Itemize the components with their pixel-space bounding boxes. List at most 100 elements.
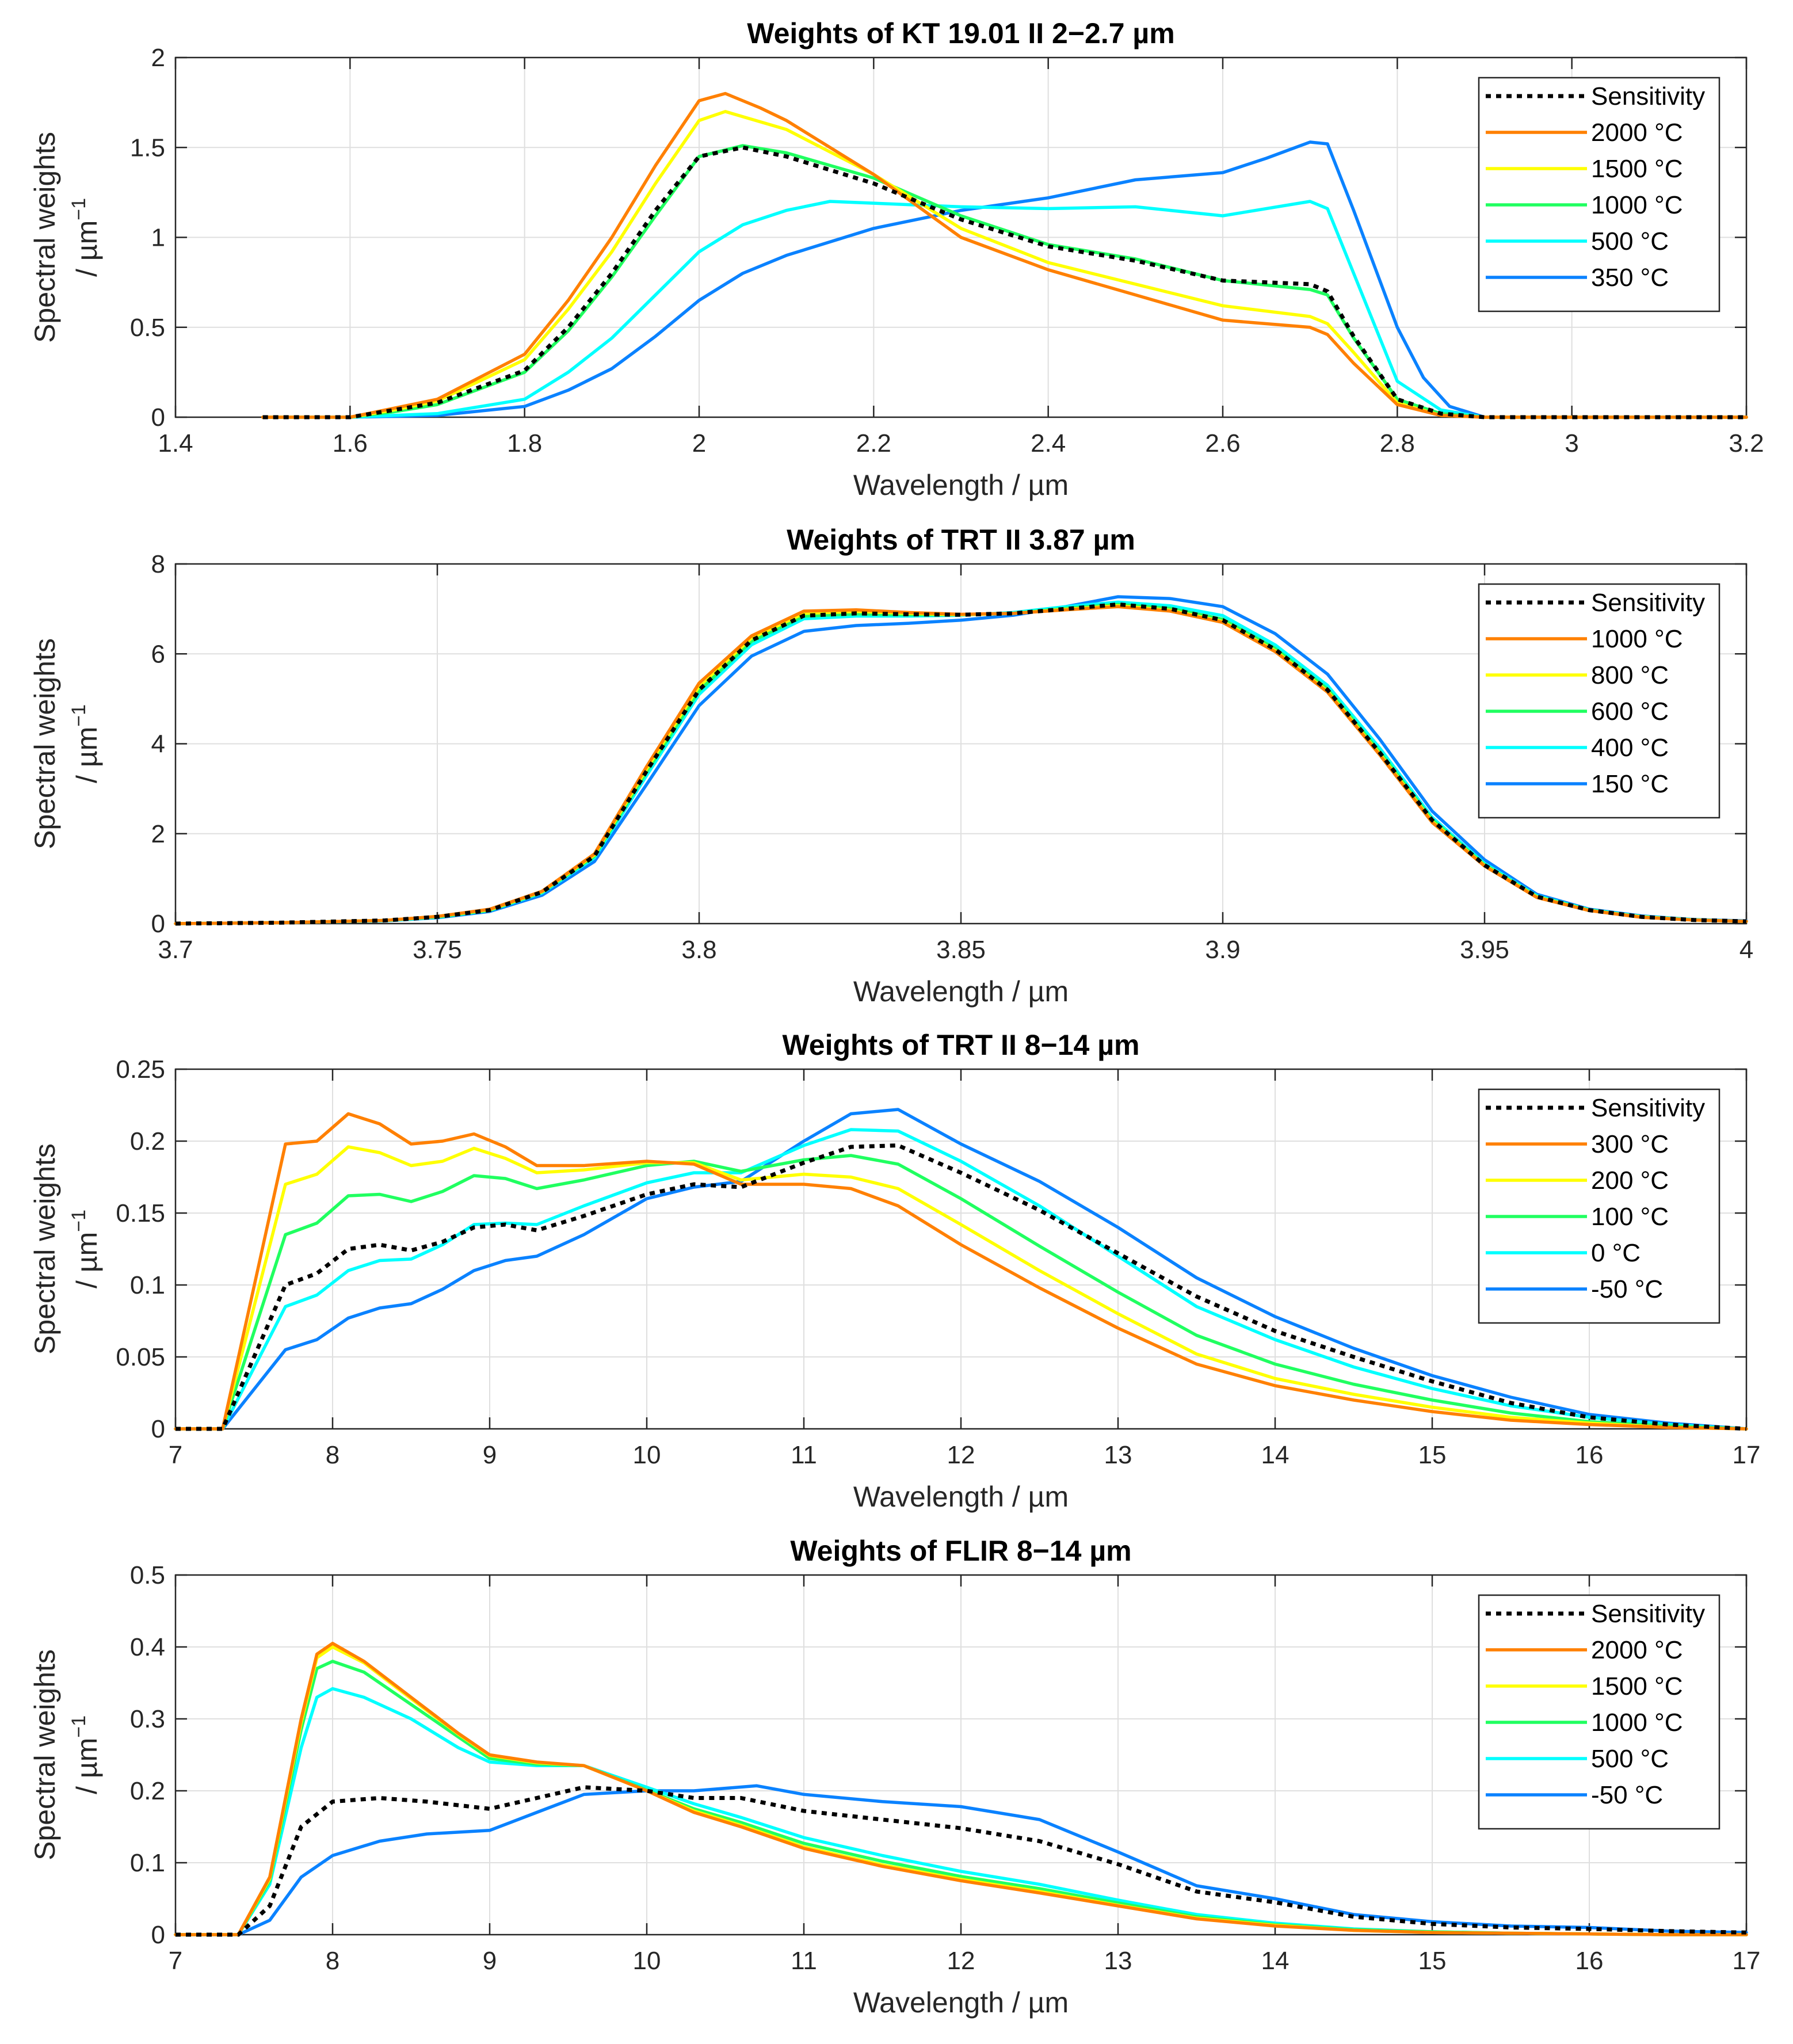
- legend-box: [1478, 583, 1720, 819]
- x-tick-label: 17: [1733, 1947, 1761, 1975]
- y-axis-label-line2: / µm−1: [68, 1715, 103, 1794]
- x-tick-label: 3: [1565, 429, 1578, 457]
- y-tick-label: 0.5: [130, 314, 165, 342]
- legend-label: Sensitivity: [1591, 1094, 1705, 1122]
- y-tick-label: 0.1: [130, 1849, 165, 1877]
- y-tick-label: 0.3: [130, 1705, 165, 1733]
- x-tick-label: 2.4: [1031, 429, 1066, 457]
- y-axis-unit: / µm: [71, 1232, 103, 1288]
- legend-label: 500 °C: [1591, 227, 1669, 255]
- y-tick-label: 2: [151, 820, 165, 848]
- legend-label: Sensitivity: [1591, 82, 1705, 110]
- y-tick-label: 6: [151, 640, 165, 668]
- legend-box: [1478, 1088, 1720, 1324]
- series-line-1: [261, 91, 1748, 419]
- x-tick-label: 1.8: [507, 429, 542, 457]
- y-tick-label: 0.1: [130, 1271, 165, 1299]
- series-line-1: [174, 1642, 1748, 1936]
- legend-label: 2000 °C: [1591, 119, 1683, 147]
- y-axis-unit-exponent: −1: [68, 1210, 90, 1232]
- x-axis-label: Wavelength / µm: [853, 1481, 1069, 1513]
- x-tick-label: 3.75: [413, 936, 462, 964]
- x-tick-label: 17: [1733, 1441, 1761, 1469]
- y-tick-label: 1.5: [130, 134, 165, 162]
- y-tick-label: 0: [151, 1415, 165, 1443]
- legend: Sensitivity 1000 °C 800 °C 600 °C 400 °C 150 …: [1478, 583, 1720, 819]
- y-axis-label-line1: Spectral weights: [29, 1143, 61, 1355]
- y-tick-label: 0: [151, 910, 165, 938]
- x-tick-label: 9: [483, 1947, 497, 1975]
- x-tick-label: 3.2: [1729, 429, 1764, 457]
- legend-label: 800 °C: [1591, 661, 1669, 689]
- x-tick-label: 2.6: [1205, 429, 1240, 457]
- legend-label: 1000 °C: [1591, 1709, 1683, 1737]
- x-tick-label: 14: [1261, 1441, 1290, 1469]
- x-tick-label: 12: [947, 1947, 975, 1975]
- series-line-5: [261, 140, 1748, 419]
- y-tick-label: 0.4: [130, 1633, 165, 1661]
- y-tick-label: 0.05: [116, 1343, 165, 1371]
- legend-label: 2000 °C: [1591, 1636, 1683, 1664]
- legend-label: 1000 °C: [1591, 191, 1683, 219]
- legend-label: Sensitivity: [1591, 1600, 1705, 1628]
- x-tick-label: 14: [1261, 1947, 1290, 1975]
- x-tick-label: 3.85: [936, 936, 986, 964]
- x-tick-label: 16: [1575, 1441, 1604, 1469]
- x-tick-label: 11: [791, 1947, 817, 1975]
- y-axis-label-line2: / µm−1: [68, 198, 103, 277]
- legend-label: 1000 °C: [1591, 625, 1683, 653]
- y-tick-label: 0: [151, 403, 165, 432]
- chart-panel-1: 1.4 1.6 1.8 2 2.2 2.4 2.6 2.8 3 3.2 0 0.5 1 1.5 2 Weigh…: [29, 17, 1764, 501]
- x-tick-label: 15: [1418, 1947, 1447, 1975]
- x-tick-label: 3.7: [158, 936, 193, 964]
- y-axis-unit: / µm: [71, 727, 103, 783]
- legend-label: 350 °C: [1591, 264, 1669, 292]
- y-tick-label: 1: [151, 224, 165, 252]
- x-tick-label: 3.9: [1205, 936, 1240, 964]
- legend-label: 1500 °C: [1591, 155, 1683, 183]
- y-tick-label: 4: [151, 730, 165, 758]
- x-tick-label: 3.95: [1460, 936, 1509, 964]
- series-line-1: [174, 1112, 1748, 1431]
- x-axis-label: Wavelength / µm: [853, 975, 1069, 1008]
- x-tick-label: 16: [1575, 1947, 1604, 1975]
- series-line-3: [174, 1154, 1748, 1431]
- x-tick-label: 7: [169, 1947, 182, 1975]
- series-group: [174, 595, 1748, 926]
- x-tick-label: 3.8: [681, 936, 716, 964]
- legend-label: 1500 °C: [1591, 1672, 1683, 1700]
- y-tick-label: 8: [151, 550, 165, 578]
- legend-box: [1478, 1594, 1720, 1830]
- x-tick-label: 8: [326, 1947, 339, 1975]
- y-axis-unit-exponent: −1: [68, 704, 90, 727]
- series-line-0: [176, 1785, 1747, 1937]
- legend-label: 0 °C: [1591, 1239, 1641, 1267]
- chart-panel-3: 7 8 9 10 11 12 13 14 15 16 17 0 0.05 0.1 0.15 0.2 0.25 We…: [29, 1029, 1760, 1513]
- legend-label: 100 °C: [1591, 1203, 1669, 1231]
- y-tick-label: 0.25: [116, 1055, 165, 1084]
- y-axis-label-line1: Spectral weights: [29, 1649, 61, 1860]
- x-tick-label: 1.6: [333, 429, 368, 457]
- legend-label: -50 °C: [1591, 1275, 1663, 1303]
- y-axis-label-line2: / µm−1: [68, 704, 103, 783]
- y-tick-label: 0.15: [116, 1199, 165, 1227]
- legend-label: 300 °C: [1591, 1130, 1669, 1158]
- x-axis-label: Wavelength / µm: [853, 469, 1069, 501]
- legend-label: 500 °C: [1591, 1745, 1669, 1773]
- series-line-5: [174, 595, 1748, 925]
- y-tick-label: 0.2: [130, 1777, 165, 1805]
- series-line-0: [176, 1143, 1747, 1431]
- series-group: [174, 1108, 1748, 1431]
- y-axis-unit-exponent: −1: [68, 1715, 90, 1738]
- x-tick-label: 12: [947, 1441, 975, 1469]
- x-tick-label: 8: [326, 1441, 339, 1469]
- x-tick-label: 4: [1739, 936, 1753, 964]
- y-axis-unit: / µm: [71, 1738, 103, 1794]
- x-tick-label: 10: [633, 1441, 661, 1469]
- legend: Sensitivity 2000 °C 1500 °C 1000 °C 500 °C 35…: [1478, 77, 1720, 312]
- x-axis-label: Wavelength / µm: [853, 1986, 1069, 2019]
- chart-title: Weights of KT 19.01 II 2−2.7 µm: [747, 17, 1174, 49]
- y-tick-label: 0: [151, 1921, 165, 1949]
- legend-label: -50 °C: [1591, 1781, 1663, 1809]
